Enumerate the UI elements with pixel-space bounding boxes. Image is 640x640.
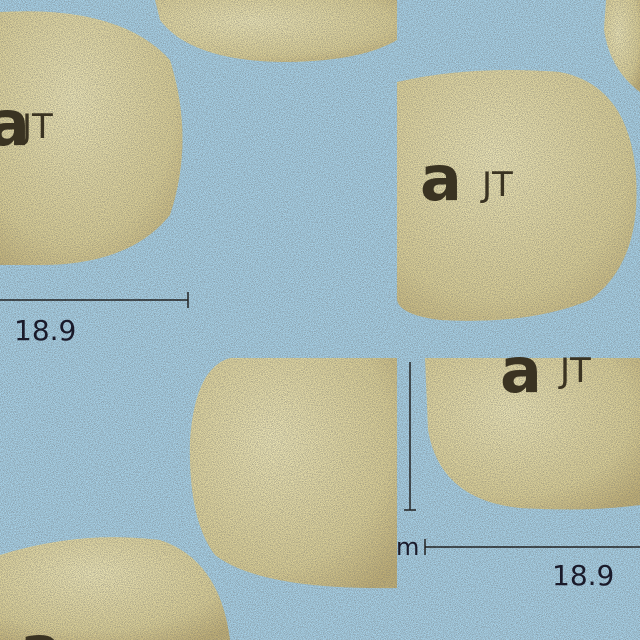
imprint-logo: a (0, 87, 30, 160)
measurement-unit: m (396, 533, 419, 561)
measurement: 18.9 (552, 559, 614, 592)
imprint-text: JT (480, 165, 513, 205)
imprint-logo: a (420, 142, 462, 215)
imprint-text: JT (558, 351, 591, 391)
scale-line (404, 362, 640, 555)
imprint-text: JT (20, 107, 53, 147)
imprint-logo: a (500, 334, 542, 407)
measurement: 18.9 (14, 314, 76, 347)
imprint-logo: a (20, 612, 62, 640)
scale-line (0, 292, 189, 308)
